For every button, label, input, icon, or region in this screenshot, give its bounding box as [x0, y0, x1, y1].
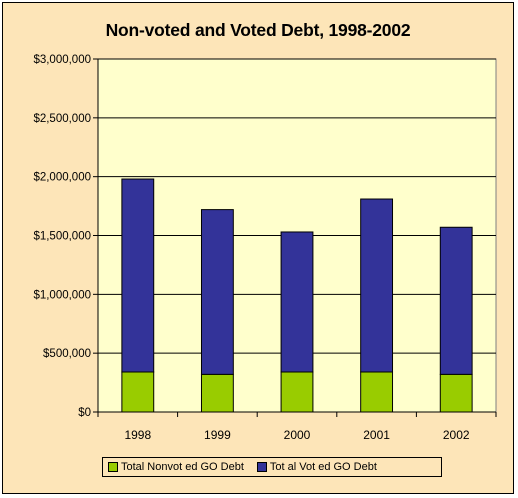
- legend-swatch-nonvoted: [108, 462, 118, 472]
- legend-item-nonvoted: Total Nonvot ed GO Debt: [108, 461, 244, 473]
- y-tick-label: $2,500,000: [33, 113, 91, 125]
- bar-voted-2000: [280, 231, 314, 373]
- legend-item-voted: Tot al Vot ed GO Debt: [256, 461, 377, 473]
- legend: Total Nonvot ed GO Debt Tot al Vot ed GO…: [102, 457, 442, 477]
- bar-voted-2001: [360, 198, 394, 373]
- bar-nonvoted-2002: [439, 373, 473, 413]
- bar-nonvoted-2001: [360, 371, 394, 413]
- bar-voted-2002: [439, 226, 473, 375]
- bar-nonvoted-2000: [280, 371, 314, 413]
- y-tick-label: $2,000,000: [33, 172, 91, 184]
- x-tick-label: 2002: [443, 428, 470, 442]
- y-tick-label: $0: [78, 407, 91, 419]
- bar-voted-1998: [121, 178, 155, 373]
- y-tick-label: $3,000,000: [33, 54, 91, 66]
- x-tick-label: 2000: [284, 428, 311, 442]
- x-tick-label: 2001: [363, 428, 390, 442]
- x-tick-label: 1998: [124, 428, 151, 442]
- legend-swatch-voted: [256, 462, 267, 472]
- chart-title: Non-voted and Voted Debt, 1998-2002: [105, 20, 411, 40]
- bar-nonvoted-1998: [121, 371, 155, 413]
- legend-label-voted: Tot al Vot ed GO Debt: [269, 461, 377, 473]
- bar-nonvoted-1999: [200, 373, 234, 413]
- y-tick-label: $500,000: [43, 348, 91, 360]
- bar-voted-1999: [200, 209, 234, 375]
- y-tick-label: $1,500,000: [33, 231, 91, 243]
- legend-label-nonvoted: Total Nonvot ed GO Debt: [121, 461, 244, 473]
- y-tick-label: $1,000,000: [33, 289, 91, 301]
- x-tick-label: 1999: [204, 428, 231, 442]
